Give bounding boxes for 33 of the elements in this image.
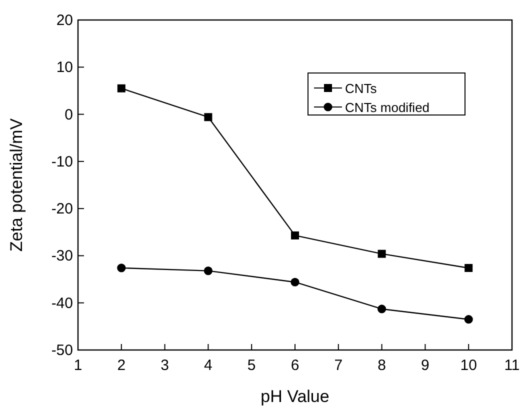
point <box>204 113 212 122</box>
point <box>464 315 473 324</box>
x-axis-title: pH Value <box>260 387 330 406</box>
x-tick-label: 1 <box>74 357 82 374</box>
point <box>291 231 299 240</box>
x-tick-label: 9 <box>421 357 430 374</box>
y-tick-label: -20 <box>51 200 73 218</box>
point <box>378 304 386 314</box>
y-tick-label: 10 <box>56 59 73 76</box>
legend-label: CNTs <box>345 81 378 96</box>
point <box>378 250 386 258</box>
x-tick-label: 3 <box>160 357 169 374</box>
y-tick-label: 0 <box>64 106 73 124</box>
x-tick-label: 6 <box>290 357 300 374</box>
x-tick-label: 4 <box>204 357 212 374</box>
point <box>204 266 212 276</box>
y-tick-label: -10 <box>51 153 73 170</box>
y-axis-title: Zeta potential/mV <box>7 118 26 252</box>
x-tick-label: 8 <box>378 357 386 374</box>
point <box>117 84 126 92</box>
x-tick-label: 5 <box>247 357 256 374</box>
x-tick-label: 10 <box>460 357 477 374</box>
y-tick-label: 20 <box>56 12 73 29</box>
x-tick-label: 7 <box>334 357 343 374</box>
x-tick-label: 2 <box>117 357 126 374</box>
point <box>464 264 473 272</box>
y-tick-label: -30 <box>51 248 73 265</box>
point <box>117 264 126 272</box>
point <box>290 278 300 286</box>
y-tick-label: -40 <box>51 294 73 312</box>
legend-label: CNTs modified <box>345 100 430 115</box>
y-tick-label: -50 <box>51 342 73 359</box>
x-tick-label: 11 <box>504 357 520 374</box>
